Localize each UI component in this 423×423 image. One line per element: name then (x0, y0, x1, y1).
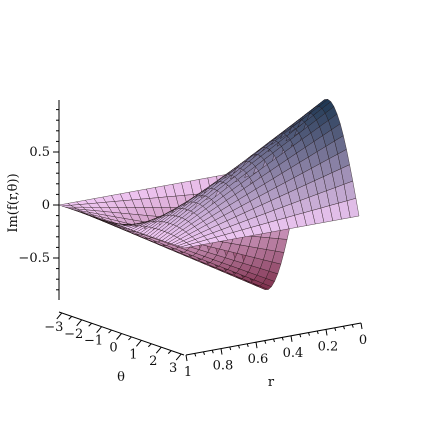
r-axis-ticks: 0 0.2 0.4 0.6 0.8 1 (184, 322, 367, 380)
surface-patch (346, 198, 360, 218)
theta-major-tick (96, 326, 102, 333)
r-minor-tick (334, 327, 337, 331)
r-major-tick (255, 342, 258, 349)
r-minor-tick (246, 343, 249, 347)
r-minor-tick (281, 337, 284, 341)
theta-tick-label: 0 (109, 341, 117, 356)
theta-major-tick (56, 312, 63, 320)
r-major-tick (220, 348, 223, 355)
r-minor-tick (343, 326, 345, 330)
r-major-tick (290, 335, 293, 342)
r-minor-tick (238, 345, 240, 349)
theta-tick-label: 1 (129, 347, 137, 362)
r-minor-tick (316, 330, 319, 335)
r-minor-tick (299, 334, 302, 338)
theta-minor-tick (88, 322, 93, 327)
theta-tick-label: −3 (44, 320, 63, 335)
r-minor-tick (203, 351, 205, 355)
theta-minor-tick (128, 336, 132, 341)
r-minor-tick (264, 340, 267, 344)
r-major-tick (360, 322, 363, 330)
z-tick-label: −0.5 (18, 251, 50, 266)
r-tick-label: 0.2 (318, 339, 339, 354)
theta-minor-tick (167, 350, 172, 354)
theta-major-tick (76, 319, 83, 327)
theta-major-tick (175, 353, 182, 361)
theta-tick-label: 3 (169, 361, 177, 376)
theta-axis-ticks: −3 −2 −1 0 1 2 3 (44, 312, 182, 376)
z-tick-label: 0 (42, 198, 50, 213)
r-minor-tick (194, 353, 197, 357)
theta-major-tick (136, 340, 142, 347)
r-minor-tick (351, 324, 354, 328)
r-minor-tick (308, 332, 310, 336)
r-tick-label: 1 (184, 365, 192, 380)
theta-axis-title: θ (117, 370, 125, 385)
r-minor-tick (211, 350, 214, 354)
theta-minor-tick (68, 316, 73, 320)
theta-minor-tick (147, 343, 152, 348)
z-axis-ticks: −0.5 0 0.5 (18, 109, 59, 291)
r-minor-tick (229, 346, 232, 351)
theta-tick-label: 2 (149, 354, 157, 369)
r-axis-title: r (268, 375, 275, 390)
surface-mesh (58, 99, 360, 290)
z-axis-title: Im(f(r,θ)) (6, 173, 21, 232)
theta-tick-label: −1 (84, 334, 103, 349)
z-tick-label: 0.5 (29, 145, 50, 160)
r-major-tick (185, 354, 188, 362)
r-major-tick (325, 329, 328, 336)
theta-tick-label: −2 (64, 327, 83, 342)
r-tick-label: 0.4 (283, 346, 304, 361)
r-tick-label: 0.8 (213, 359, 234, 374)
theta-minor-tick (108, 329, 112, 334)
r-tick-label: 0 (359, 333, 367, 348)
theta-major-tick (116, 333, 122, 340)
theta-major-tick (155, 346, 162, 354)
r-tick-label: 0.6 (248, 352, 269, 367)
r-minor-tick (273, 338, 275, 343)
